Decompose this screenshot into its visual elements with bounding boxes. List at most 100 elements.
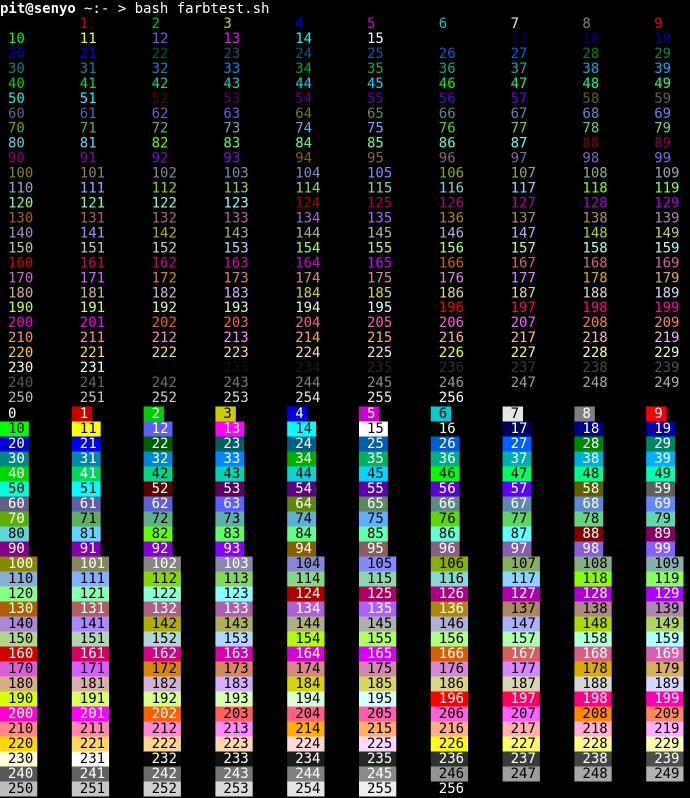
bg-color-swatch [0, 571, 38, 587]
bg-color-swatch [287, 751, 325, 767]
bg-color-number: 220 [8, 736, 33, 752]
fg-color-number: 253 [223, 390, 248, 406]
fg-color-number: 189 [654, 285, 679, 301]
fg-color-number: 188 [582, 285, 607, 301]
bg-color-swatch [143, 451, 173, 467]
bg-color-swatch [502, 721, 540, 737]
fg-color-number: 14 [295, 31, 312, 47]
bg-color-number: 30 [8, 451, 25, 467]
fg-color-number: 110 [8, 181, 33, 197]
bg-color-swatch [0, 406, 21, 422]
bg-color-swatch [71, 451, 101, 467]
fg-color-number: 168 [582, 255, 607, 271]
bg-color-number: 145 [367, 616, 392, 632]
bg-color-swatch [215, 586, 253, 602]
bg-color-number: 207 [511, 706, 536, 722]
bg-color-swatch [574, 406, 595, 422]
bg-color-swatch [287, 451, 317, 467]
fg-color-number: 100 [8, 166, 33, 182]
bg-color-number: 233 [223, 751, 248, 767]
bg-color-swatch [502, 766, 540, 782]
bg-color-swatch [215, 421, 245, 437]
bg-color-number: 243 [223, 766, 248, 782]
fg-color-number: 38 [582, 61, 599, 77]
bg-color-swatch [359, 511, 388, 527]
fg-color-number: 147 [511, 225, 536, 241]
bg-color-swatch [143, 466, 173, 482]
bg-color-swatch [646, 526, 676, 542]
fg-color-number: 214 [295, 330, 320, 346]
bg-color-swatch [646, 601, 684, 617]
fg-color-number: 69 [654, 106, 671, 122]
fg-color-number: 124 [295, 196, 320, 212]
fg-color-number: 209 [654, 315, 679, 331]
bg-color-swatch [502, 571, 540, 587]
bg-color-number: 29 [654, 436, 671, 452]
bg-color-number: 247 [511, 766, 536, 782]
bg-color-swatch [215, 466, 245, 482]
fg-color-number: 245 [367, 375, 392, 391]
fg-color-number: 234 [295, 360, 320, 376]
bg-color-number: 187 [511, 676, 536, 692]
bg-color-swatch [287, 466, 317, 482]
bg-color-number: 40 [8, 466, 25, 482]
bg-color-swatch [143, 481, 173, 497]
bg-color-number: 166 [439, 646, 464, 662]
fg-color-number: 190 [8, 300, 33, 316]
bg-color-number: 191 [80, 691, 105, 707]
bg-color-number: 184 [295, 676, 320, 692]
bg-color-number: 177 [511, 661, 536, 677]
bg-color-number: 139 [654, 601, 679, 617]
bg-color-number: 167 [511, 646, 536, 662]
bg-color-number: 155 [367, 631, 392, 647]
bg-color-swatch [646, 691, 684, 707]
bg-color-swatch [502, 556, 540, 572]
fg-color-number: 95 [367, 151, 384, 167]
fg-color-number: 162 [152, 255, 177, 271]
bg-color-swatch [502, 466, 532, 482]
bg-color-swatch [430, 466, 460, 482]
fg-color-number: 230 [8, 360, 33, 376]
fg-color-number: 158 [582, 240, 607, 256]
bg-color-number: 43 [223, 466, 240, 482]
bg-color-swatch [430, 691, 469, 707]
fg-color-number: 212 [152, 330, 177, 346]
bg-color-swatch [143, 526, 173, 542]
fg-color-number: 138 [582, 210, 607, 226]
bg-color-number: 176 [439, 661, 464, 677]
bg-color-swatch [646, 646, 684, 662]
bg-color-swatch [502, 586, 540, 602]
fg-color-number: 57 [511, 91, 528, 107]
fg-color-number: 106 [439, 166, 464, 182]
bg-color-swatch [0, 766, 38, 782]
fg-color-number: 239 [654, 360, 679, 376]
bg-color-number: 142 [152, 616, 177, 632]
bg-color-swatch [287, 721, 325, 737]
bg-color-number: 101 [80, 556, 105, 572]
bg-color-number: 148 [582, 616, 607, 632]
bg-color-swatch [215, 541, 245, 557]
bg-color-swatch [646, 721, 684, 737]
fg-color-number: 151 [80, 240, 105, 256]
fg-color-number: 115 [367, 181, 392, 197]
bg-color-number: 53 [223, 481, 240, 497]
bg-color-number: 44 [295, 466, 312, 482]
bg-color-swatch [646, 751, 684, 767]
bg-color-swatch [143, 766, 181, 782]
fg-color-number: 170 [8, 270, 33, 286]
bg-color-number: 124 [295, 586, 320, 602]
bg-color-swatch [646, 556, 684, 572]
bg-color-number: 253 [223, 781, 248, 797]
bg-color-swatch [143, 751, 181, 767]
bg-color-swatch [215, 781, 253, 797]
fg-color-number: 247 [511, 375, 536, 391]
fg-color-number: 80 [8, 136, 25, 152]
bg-color-swatch [574, 676, 612, 692]
bg-color-swatch [0, 526, 29, 542]
fg-color-number: 34 [295, 61, 312, 77]
fg-color-number: 129 [654, 196, 679, 212]
fg-color-number: 85 [367, 136, 384, 152]
bg-color-swatch [287, 556, 325, 572]
bg-color-number: 156 [439, 631, 464, 647]
bg-color-swatch [430, 766, 469, 782]
